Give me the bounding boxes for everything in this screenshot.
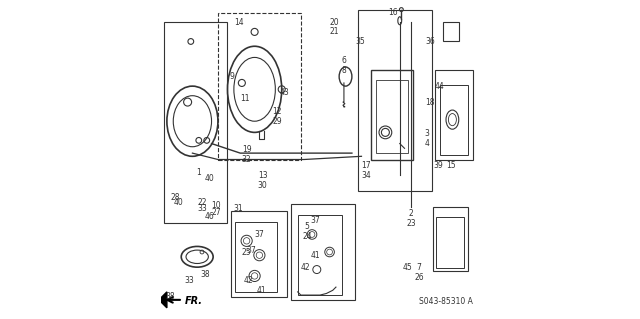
- Bar: [164, 22, 227, 223]
- Text: S043-85310 A: S043-85310 A: [419, 297, 473, 306]
- Text: 4: 4: [424, 139, 429, 148]
- Bar: [433, 207, 468, 271]
- Text: 34: 34: [362, 171, 371, 180]
- Text: 30: 30: [258, 181, 268, 189]
- Text: 31: 31: [234, 204, 243, 213]
- Text: 17: 17: [362, 161, 371, 170]
- Text: 46: 46: [205, 212, 215, 221]
- Bar: [436, 217, 463, 268]
- Text: 27: 27: [211, 208, 221, 217]
- Text: 23: 23: [406, 219, 416, 228]
- Text: 8: 8: [342, 66, 346, 75]
- Bar: [218, 13, 301, 160]
- Text: 43: 43: [280, 88, 290, 97]
- Text: 33: 33: [197, 204, 207, 213]
- Text: 35: 35: [355, 37, 365, 46]
- Text: 14: 14: [234, 18, 243, 27]
- Text: 11: 11: [240, 94, 250, 103]
- Text: 22: 22: [197, 198, 207, 207]
- Text: 25: 25: [242, 248, 252, 256]
- Text: 7: 7: [417, 263, 421, 272]
- Text: 37: 37: [246, 246, 256, 255]
- Bar: [298, 215, 342, 295]
- Text: 19: 19: [242, 145, 252, 154]
- Text: 26: 26: [414, 273, 424, 282]
- Text: 42: 42: [243, 276, 253, 285]
- Text: 20: 20: [330, 18, 339, 27]
- Text: 40: 40: [205, 174, 215, 183]
- Text: 38: 38: [200, 270, 210, 279]
- Bar: [358, 10, 431, 191]
- Text: 3: 3: [424, 130, 429, 138]
- Bar: [376, 80, 408, 153]
- Bar: [443, 22, 459, 41]
- Text: 15: 15: [446, 161, 456, 170]
- Text: 10: 10: [211, 201, 221, 210]
- Bar: [230, 211, 287, 297]
- Text: 37: 37: [255, 230, 264, 239]
- Text: 38: 38: [165, 292, 175, 301]
- Text: 36: 36: [425, 37, 435, 46]
- Text: 13: 13: [258, 171, 268, 180]
- Text: 12: 12: [272, 107, 282, 116]
- Bar: [236, 222, 277, 292]
- Text: 2: 2: [408, 209, 413, 218]
- Text: 44: 44: [435, 82, 445, 91]
- Text: 40: 40: [173, 198, 183, 207]
- Text: FR.: FR.: [184, 296, 202, 307]
- Polygon shape: [159, 292, 167, 308]
- Bar: [440, 85, 468, 155]
- Text: 16: 16: [388, 8, 398, 17]
- Text: 37: 37: [310, 216, 320, 225]
- Text: 6: 6: [342, 56, 346, 65]
- Bar: [371, 70, 413, 160]
- Text: 39: 39: [433, 161, 443, 170]
- Text: 29: 29: [272, 117, 282, 126]
- Text: 32: 32: [242, 155, 252, 164]
- Text: 5: 5: [305, 222, 310, 231]
- Bar: [291, 204, 355, 300]
- Bar: [435, 70, 473, 160]
- Text: 18: 18: [426, 98, 435, 107]
- Text: 45: 45: [403, 263, 413, 272]
- Text: 33: 33: [184, 276, 194, 285]
- Text: 21: 21: [330, 27, 339, 36]
- Text: 41: 41: [256, 286, 266, 295]
- Text: 28: 28: [170, 193, 180, 202]
- Text: 41: 41: [310, 251, 320, 260]
- Text: 24: 24: [303, 232, 312, 241]
- Text: 9: 9: [230, 72, 235, 81]
- Text: 1: 1: [196, 168, 201, 177]
- Text: 42: 42: [301, 263, 310, 272]
